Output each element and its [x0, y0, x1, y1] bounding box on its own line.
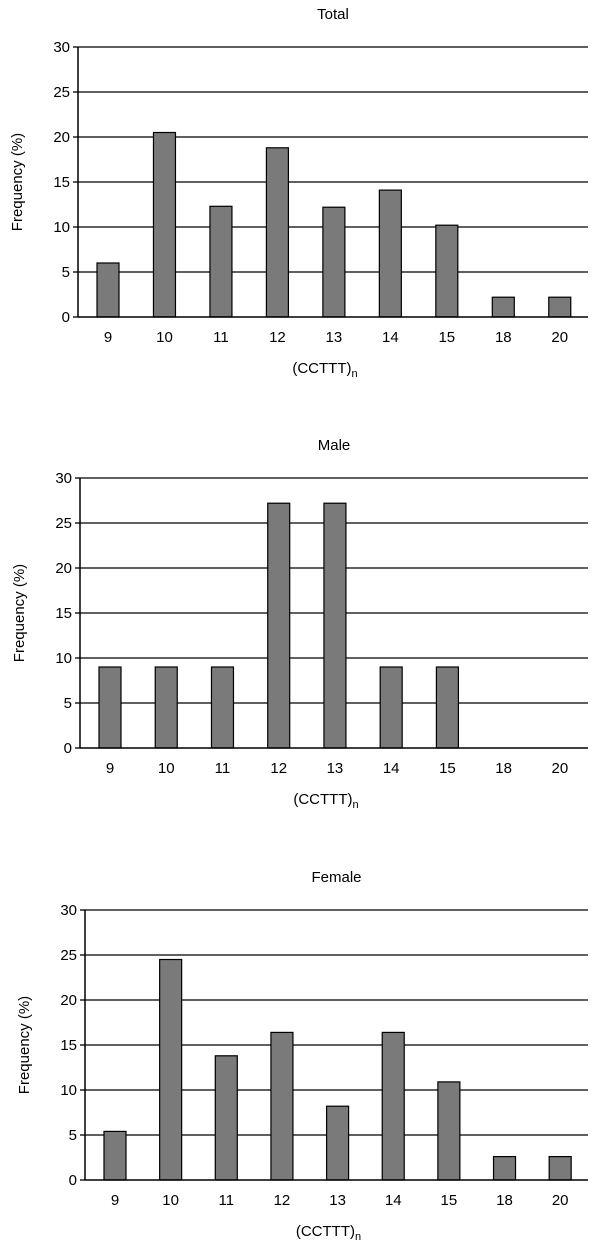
chart-title: Total	[317, 6, 349, 23]
x-tick-label: 10	[156, 329, 173, 346]
x-tick-label: 14	[383, 760, 400, 777]
bar-14	[378, 189, 402, 318]
chart-total: Total 0 5 10 15 20 25 30 9 10 11 12 13 14 15 18 20 (CCTTT…	[9, 6, 588, 380]
x-tick-label: 18	[496, 1192, 513, 1209]
y-tick-label: 15	[55, 605, 72, 622]
x-tick-label: 11	[219, 1192, 235, 1209]
y-axis-title: Frequency (%)	[16, 996, 33, 1094]
x-tick-label: 13	[329, 1192, 346, 1209]
x-tick-label: 10	[162, 1192, 179, 1209]
bar-18	[491, 296, 515, 318]
x-tick-label: 15	[441, 1192, 458, 1209]
x-axis-title: (CCTTT)n	[296, 1223, 361, 1243]
bar-14	[381, 1031, 405, 1181]
x-tick-label: 13	[326, 329, 343, 346]
chart-female: Female 0 5 10 15 20 25 30 9 10 11 12 13 14 15 18 20 (CCTT…	[16, 869, 588, 1243]
chart-title: Female	[311, 869, 361, 886]
y-tick-label: 0	[62, 309, 70, 326]
y-axis-title: Frequency (%)	[9, 133, 26, 231]
y-tick-label: 5	[69, 1127, 77, 1144]
bar-13	[322, 206, 346, 318]
bar-13	[323, 502, 347, 749]
x-tick-label: 12	[274, 1192, 291, 1209]
x-tick-label: 20	[552, 1192, 569, 1209]
bar-20	[548, 296, 572, 318]
bar-15	[435, 224, 459, 318]
bar-9	[96, 262, 120, 318]
x-tick-label: 12	[269, 329, 286, 346]
x-tick-label: 14	[382, 329, 399, 346]
bar-9	[98, 666, 122, 749]
y-tick-label: 20	[60, 992, 77, 1009]
bar-11	[209, 205, 233, 318]
chart-male: Male 0 5 10 15 20 25 30 9 10 11 12 13 14 15 18 20 (CCTTT)…	[11, 437, 588, 811]
y-tick-label: 10	[60, 1082, 77, 1099]
y-tick-label: 15	[53, 174, 70, 191]
x-tick-label: 10	[158, 760, 175, 777]
y-tick-label: 10	[53, 219, 70, 236]
x-tick-label: 11	[213, 329, 229, 346]
bar-18	[492, 1155, 517, 1181]
y-tick-label: 20	[53, 129, 70, 146]
x-tick-label: 15	[439, 760, 456, 777]
bar-12	[265, 147, 290, 318]
x-tick-label: 11	[215, 760, 231, 777]
x-axis-title-subscript: n	[352, 368, 358, 380]
x-axis-title-text: (CCTTT)	[293, 791, 352, 808]
bar-12	[267, 502, 291, 749]
bar-14	[379, 666, 403, 749]
x-axis-title-subscript: n	[353, 799, 359, 811]
x-tick-label: 12	[270, 760, 287, 777]
x-tick-label: 20	[552, 760, 569, 777]
y-tick-label: 25	[55, 515, 72, 532]
y-tick-label: 0	[64, 740, 72, 757]
y-tick-label: 30	[60, 902, 77, 919]
y-tick-label: 30	[55, 470, 72, 487]
y-tick-label: 25	[53, 84, 70, 101]
x-tick-label: 20	[551, 329, 568, 346]
y-axis-title: Frequency (%)	[11, 564, 28, 662]
y-tick-label: 5	[64, 695, 72, 712]
bar-12	[270, 1031, 294, 1181]
bar-10	[154, 666, 178, 749]
y-tick-label: 30	[53, 39, 70, 56]
x-tick-label: 14	[385, 1192, 402, 1209]
bar-15	[437, 1081, 461, 1181]
bar-10	[159, 958, 183, 1181]
x-tick-label: 13	[327, 760, 344, 777]
y-tick-label: 10	[55, 650, 72, 667]
bar-20	[548, 1155, 572, 1181]
bar-10	[152, 131, 177, 318]
y-tick-label: 20	[55, 560, 72, 577]
y-tick-label: 25	[60, 947, 77, 964]
x-tick-label: 9	[106, 760, 114, 777]
x-tick-label: 9	[104, 329, 112, 346]
bar-13	[325, 1105, 350, 1181]
x-axis-title-subscript: n	[355, 1231, 361, 1243]
bar-9	[103, 1130, 127, 1181]
x-axis-title: (CCTTT)n	[292, 360, 357, 380]
x-axis-title: (CCTTT)n	[293, 791, 358, 811]
bar-15	[435, 666, 460, 749]
bar-11	[214, 1055, 238, 1181]
x-axis-title-text: (CCTTT)	[292, 360, 351, 377]
bar-11	[210, 666, 235, 749]
chart-title: Male	[318, 437, 351, 454]
x-tick-label: 18	[495, 760, 512, 777]
x-tick-label: 18	[495, 329, 512, 346]
y-tick-label: 0	[69, 1172, 77, 1189]
x-tick-label: 9	[111, 1192, 119, 1209]
y-tick-label: 5	[62, 264, 70, 281]
x-tick-label: 15	[438, 329, 455, 346]
x-axis-title-text: (CCTTT)	[296, 1223, 355, 1240]
y-tick-label: 15	[60, 1037, 77, 1054]
